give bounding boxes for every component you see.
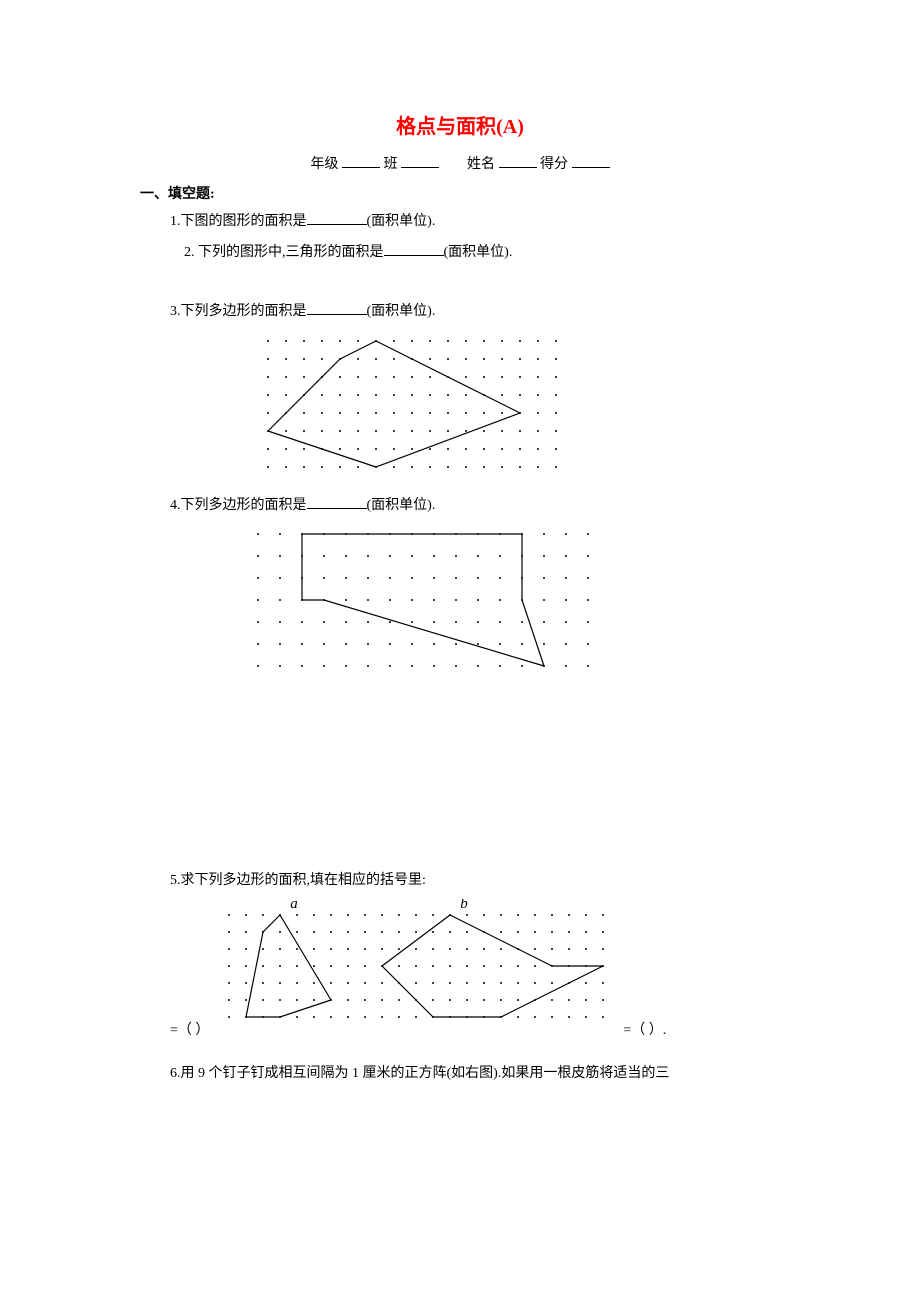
q5-answer-right: =（ ）. [623,1019,666,1039]
grade-blank[interactable] [342,153,380,168]
q1-after: (面积单位). [367,214,436,229]
q3-blank[interactable] [307,300,367,315]
q1-blank[interactable] [307,210,367,225]
page-title: 格点与面积(A) [140,110,780,139]
score-label: 得分 [540,157,568,172]
question-1: 1.下图的图形的面积是 (面积单位). [170,209,780,234]
question-5: 5.求下列多边形的面积,填在相应的括号里: [170,868,780,893]
q2-before: 2. 下列的图形中,三角形的面积是 [184,245,384,260]
q5-figure: ab [213,899,619,1039]
score-blank[interactable] [572,153,610,168]
svg-text:a: a [291,899,299,912]
q4-after: (面积单位). [367,498,436,513]
section-1-heading: 一、填空题: [140,183,780,203]
q6-text: 6.用 9 个钉子钉成相互间隔为 1 厘米的正方阵(如右图).如果用一根皮筋将适… [170,1066,669,1081]
q4-figure [250,526,780,674]
question-6: 6.用 9 个钉子钉成相互间隔为 1 厘米的正方阵(如右图).如果用一根皮筋将适… [170,1061,780,1086]
q2-blank[interactable] [384,241,444,256]
q4-blank[interactable] [307,494,367,509]
student-info-line: 年级 班 姓名 得分 [140,153,780,173]
question-3: 3.下列多边形的面积是 (面积单位). [170,299,780,324]
q3-figure [260,333,780,475]
svg-text:b: b [461,899,469,912]
q5-answer-left: =（ ） [170,1019,209,1039]
q5-text: 5.求下列多边形的面积,填在相应的括号里: [170,873,426,888]
q3-before: 3.下列多边形的面积是 [170,304,307,319]
name-label: 姓名 [467,157,495,172]
q1-before: 1.下图的图形的面积是 [170,214,307,229]
question-2: 2. 下列的图形中,三角形的面积是 (面积单位). [184,240,780,265]
class-blank[interactable] [401,153,439,168]
q3-after: (面积单位). [367,304,436,319]
grade-label: 年级 [311,157,339,172]
q4-before: 4.下列多边形的面积是 [170,498,307,513]
q2-after: (面积单位). [444,245,513,260]
q5-figure-row: =（ ） ab =（ ）. [170,899,780,1039]
name-blank[interactable] [499,153,537,168]
class-label: 班 [384,157,398,172]
question-4: 4.下列多边形的面积是 (面积单位). [170,493,780,518]
